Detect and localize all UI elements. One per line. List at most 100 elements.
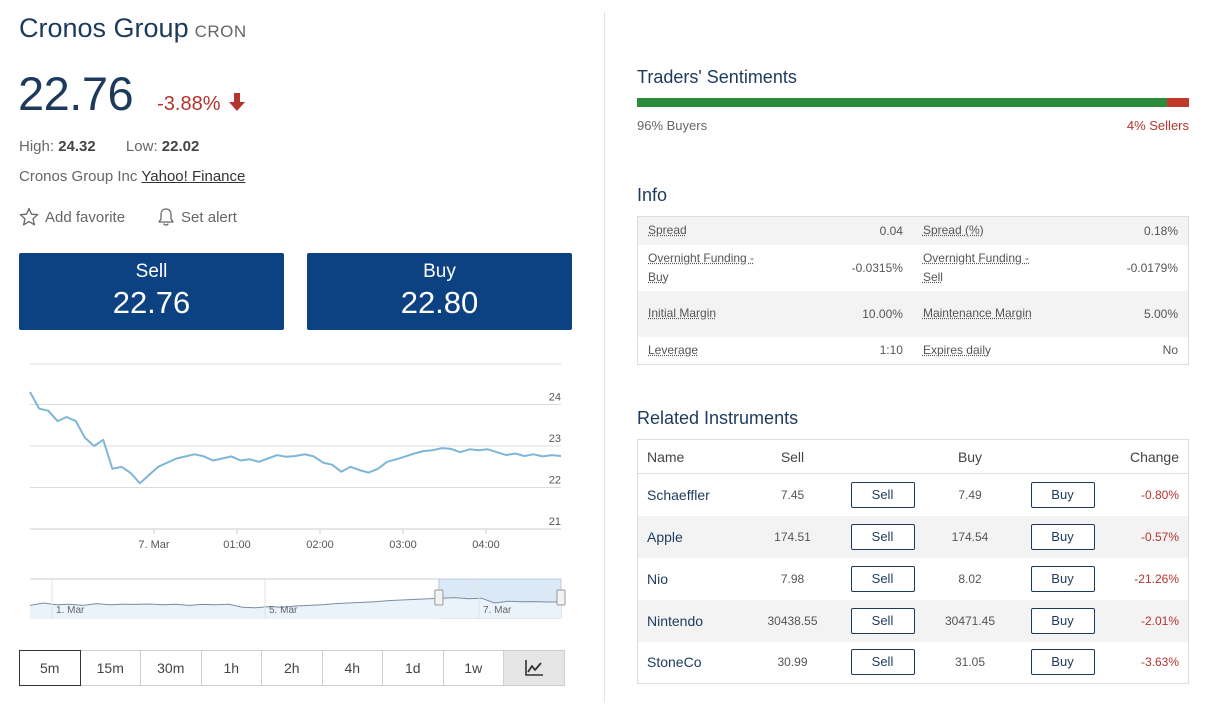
related-row: Schaeffler 7.45 Sell 7.49 Buy -0.80% [638,474,1189,516]
info-key: Maintenance Margin [922,306,1032,320]
change-percent: -0.80% [1140,487,1179,502]
sell-price: 30438.55 [767,613,818,628]
y-tick-label: 22 [549,475,561,487]
x-tick-label: 7. Mar [138,539,170,551]
navigator-label: 5. Mar [269,605,298,616]
info-key-cell: Overnight Funding - Sell [913,245,1053,291]
info-key-cell: Overnight Funding - Buy [638,245,778,291]
high-low: High: 24.32 Low: 22.02 [19,138,199,155]
row-buy-button[interactable]: Buy [1030,523,1095,550]
timeframe-4h[interactable]: 4h [321,650,383,686]
price-line [29,391,562,485]
buy-price: 8.02 [958,571,982,586]
instrument-name-link[interactable]: StoneCo [647,654,702,671]
y-tick-label: 23 [549,433,561,445]
info-key-cell: Leverage [638,337,778,365]
timeframe-1d[interactable]: 1d [382,650,444,686]
column-header-sell: Sell [737,439,848,474]
panel-divider [604,12,605,702]
row-buy-button[interactable]: Buy [1030,565,1095,592]
set-alert-label: Set alert [181,208,237,226]
instrument-name-link[interactable]: Nintendo [647,612,704,629]
low-value: 22.02 [161,138,200,155]
timeframe-30m[interactable]: 30m [140,650,202,686]
timeframe-5m[interactable]: 5m [19,650,81,686]
sell-action-cell: Sell [848,558,918,600]
info-value: 1:10 [879,343,903,358]
change-percent: -0.57% [1140,529,1179,544]
navigator-right-handle[interactable] [556,589,566,606]
row-sell-button[interactable]: Sell [850,481,915,508]
buy-price: 30471.45 [944,613,996,628]
info-key: Spread [648,223,687,238]
buy-action-cell: Buy [1023,642,1103,684]
row-sell-button[interactable]: Sell [850,607,915,634]
company-name: Cronos Group Inc [19,168,138,185]
navigator-label: 7. Mar [483,605,512,616]
sell-action-cell: Sell [848,600,918,642]
details-panel: Traders' Sentiments 96% Buyers 4% Seller… [605,0,1210,718]
x-tick-label: 02:00 [306,539,334,551]
info-key-cell: Expires daily [913,337,1053,365]
row-buy-button[interactable]: Buy [1030,649,1095,676]
related-row: Apple 174.51 Sell 174.54 Buy -0.57% [637,515,1189,558]
y-tick-label: 24 [549,392,561,404]
related-row: Nintendo 30438.55 Sell 30471.45 Buy -2.01% [637,599,1189,642]
row-sell-button[interactable]: Sell [850,523,915,550]
x-tick-label: 03:00 [389,539,417,551]
info-row: Overnight Funding - Buy -0.0315% Overnight… [638,245,1189,291]
info-value: No [1162,343,1178,358]
timeframe-1w[interactable]: 1w [442,650,504,686]
info-row: Leverage 1:10 Expires daily No [638,337,1189,365]
info-key-cell: Spread (%) [913,217,1053,245]
info-key: Leverage [648,342,699,357]
row-sell-button[interactable]: Sell [850,565,915,592]
timeframe-1h[interactable]: 1h [200,650,262,686]
buy-price: 7.49 [958,487,982,502]
timeframe-15m[interactable]: 15m [79,650,141,686]
price-chart[interactable]: 24 23 22 21 7. Mar 01:00 02:00 03:00 04:00 [0,350,604,560]
timeframe-2h[interactable]: 2h [261,650,323,686]
sentiment-title: Traders' Sentiments [637,67,797,87]
info-row: Initial Margin 10.00% Maintenance Margin 5.… [637,290,1189,337]
add-favorite-button[interactable]: Add favorite [19,207,125,227]
instrument-name: Cronos Group [19,13,189,43]
related-instruments-table: Name Sell Buy Change Schaeffler 7.45 Sell 7… [637,439,1189,684]
info-key: Expires daily [922,342,991,357]
info-key-cell: Maintenance Margin [913,291,1053,337]
chart-type-button[interactable] [503,650,565,686]
x-tick-label: 01:00 [223,539,251,551]
sentiment-sellers-fill [1166,98,1189,107]
set-alert-button[interactable]: Set alert [157,207,237,227]
instrument-symbol: CRON [194,22,247,41]
x-tick-label: 04:00 [472,539,500,551]
high-value: 24.32 [58,138,96,155]
related-row: Nio 7.98 Sell 8.02 Buy -21.26% [638,558,1189,600]
chart-navigator[interactable]: 1. Mar 5. Mar 7. Mar [0,572,604,624]
sell-price: 174.51 [774,529,811,544]
sell-action-cell: Sell [848,474,918,516]
instrument-name-link[interactable]: Apple [647,528,683,545]
sentiment-buyers-fill [637,98,1167,107]
row-buy-button[interactable]: Buy [1030,481,1095,508]
column-header-buy-action [1022,439,1103,474]
row-buy-button[interactable]: Buy [1030,607,1095,634]
source-link[interactable]: Yahoo! Finance [141,168,246,185]
instrument-name-link[interactable]: Nio [647,570,669,587]
column-header-name: Name [637,439,738,474]
star-icon [19,207,39,226]
navigator-left-handle[interactable] [434,589,444,606]
buy-action-cell: Buy [1023,558,1103,600]
change-percent: -3.63% [1140,655,1179,670]
info-value: 0.18% [1143,223,1178,238]
info-table: Spread 0.04 Spread (%) 0.18% Overnight Fundi… [637,216,1189,365]
price-change: -3.88% [157,93,221,115]
sell-button[interactable]: Sell 22.76 [19,253,284,330]
sentiment-bar [637,98,1189,107]
buy-action-cell: Buy [1023,516,1103,558]
instrument-name-link[interactable]: Schaeffler [647,486,710,503]
buy-price: 31.05 [954,655,986,670]
info-value: 5.00% [1143,306,1178,321]
row-sell-button[interactable]: Sell [850,649,915,676]
buy-button[interactable]: Buy 22.80 [307,253,572,330]
